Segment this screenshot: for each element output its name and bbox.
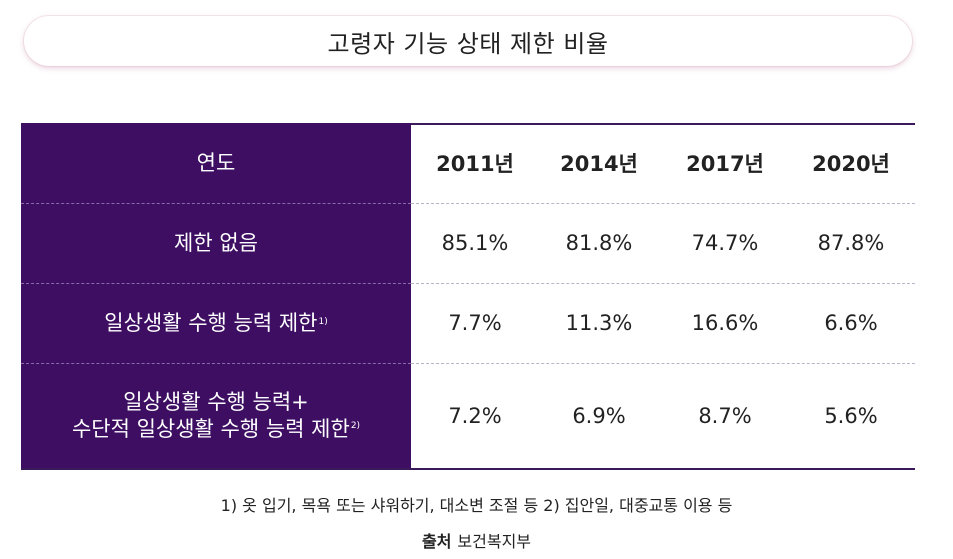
title-banner: 고령자 기능 상태 제한 비율 bbox=[24, 16, 912, 66]
table-cell: 74.7% bbox=[691, 231, 759, 255]
footnote: 1) 옷 입기, 목욕 또는 샤워하기, 대소변 조절 등 2) 집안일, 대중… bbox=[220, 496, 733, 515]
row-label-text: 제한 없음 bbox=[174, 230, 258, 255]
table-cell: 5.6% bbox=[824, 403, 878, 428]
header-label: 연도 bbox=[196, 150, 236, 175]
row-divider bbox=[21, 363, 411, 364]
year-2011: 2011년 bbox=[436, 152, 514, 176]
row-divider bbox=[21, 283, 411, 284]
row-label: 일상생활 수행 능력 제한 1) bbox=[21, 283, 411, 363]
footnote-marker: 1) bbox=[318, 317, 328, 328]
table-cell: 85.1% bbox=[441, 231, 509, 255]
source-label: 출처 bbox=[421, 532, 452, 551]
row-divider bbox=[411, 203, 915, 204]
table-top-rule bbox=[411, 123, 915, 125]
table-cell: 11.3% bbox=[565, 311, 633, 335]
table-row: 제한 없음 85.1% 81.8% 74.7% 87.8% bbox=[21, 203, 915, 283]
row-divider bbox=[411, 283, 915, 284]
source-text: 보건복지부 bbox=[457, 532, 532, 551]
table-cell: 8.7% bbox=[698, 403, 752, 428]
table-row: 일상생활 수행 능력+ 수단적 일상생활 수행 능력 제한2) 7.2% 6.9… bbox=[21, 363, 915, 468]
table-cell: 81.8% bbox=[565, 231, 633, 255]
year-2014: 2014년 bbox=[560, 152, 638, 176]
row-label-line: 일상생활 수행 능력+ bbox=[123, 390, 309, 415]
row-divider bbox=[411, 363, 915, 364]
row-label: 제한 없음 bbox=[21, 203, 411, 283]
footnote-marker: 2) bbox=[350, 420, 361, 431]
table-cell: 6.6% bbox=[824, 311, 878, 335]
table-cell: 7.2% bbox=[448, 403, 502, 428]
row-label: 일상생활 수행 능력+ 수단적 일상생활 수행 능력 제한2) bbox=[21, 363, 411, 468]
table-cell: 6.9% bbox=[572, 403, 626, 428]
row-label-text: 일상생활 수행 능력 제한 bbox=[104, 310, 318, 335]
row-header-column bbox=[21, 123, 411, 468]
year-2017: 2017년 bbox=[686, 152, 764, 176]
row-divider bbox=[21, 203, 411, 204]
table-cell: 16.6% bbox=[691, 311, 759, 335]
year-2020: 2020년 bbox=[812, 152, 890, 176]
data-table: 연도 2011년 2014년 2017년 2020년 제한 없음 85.1% 8… bbox=[21, 123, 915, 470]
table-header-row: 연도 2011년 2014년 2017년 2020년 bbox=[21, 123, 915, 203]
table-row: 일상생활 수행 능력 제한 1) 7.7% 11.3% 16.6% 6.6% bbox=[21, 283, 915, 363]
source-line: 출처 보건복지부 bbox=[0, 528, 953, 552]
page-title: 고령자 기능 상태 제한 비율 bbox=[327, 29, 609, 58]
table-cell: 7.7% bbox=[448, 311, 502, 335]
table-cell: 87.8% bbox=[817, 231, 885, 255]
row-label-line: 수단적 일상생활 수행 능력 제한 bbox=[71, 416, 350, 441]
